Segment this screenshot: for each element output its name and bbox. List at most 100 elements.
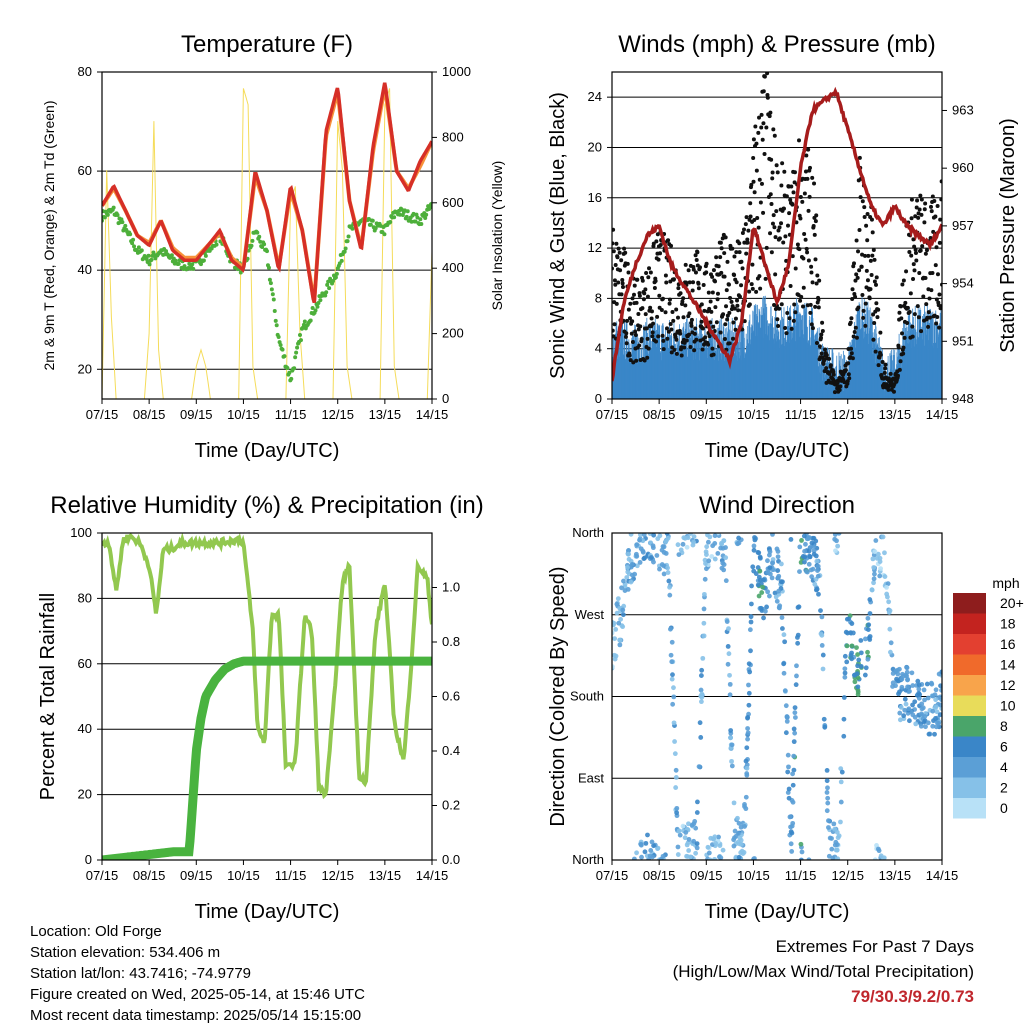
gust-point bbox=[872, 320, 877, 325]
direction-point bbox=[691, 539, 697, 545]
direction-point bbox=[772, 590, 778, 596]
gust-point bbox=[933, 263, 938, 268]
direction-point bbox=[761, 615, 766, 621]
gust-point bbox=[637, 343, 642, 348]
dewpoint-point bbox=[428, 205, 432, 210]
direction-point bbox=[939, 687, 942, 693]
gust-point bbox=[912, 312, 917, 317]
y-tick-label: South bbox=[570, 689, 604, 704]
x-axis-label: Time (Day/UTC) bbox=[705, 440, 850, 462]
direction-point bbox=[678, 547, 684, 553]
direction-point bbox=[669, 676, 675, 682]
direction-point bbox=[873, 538, 879, 543]
plot-frame bbox=[101, 532, 433, 861]
dewpoint-point bbox=[405, 209, 410, 214]
gust-point bbox=[843, 368, 848, 373]
gust-point bbox=[920, 244, 925, 249]
dewpoint-point bbox=[334, 271, 339, 276]
gust-point bbox=[793, 266, 798, 271]
dewpoint-point bbox=[413, 219, 418, 224]
direction-point bbox=[704, 552, 709, 557]
direction-point bbox=[841, 716, 847, 722]
direction-point bbox=[808, 567, 814, 573]
gust-point bbox=[911, 277, 916, 282]
gust-point bbox=[817, 344, 822, 349]
direction-point bbox=[882, 550, 887, 556]
gust-point bbox=[862, 205, 867, 210]
direction-point bbox=[717, 854, 722, 860]
direction-point bbox=[680, 823, 686, 829]
gust-point bbox=[935, 272, 940, 277]
direction-point bbox=[735, 815, 740, 821]
dewpoint-point bbox=[313, 308, 318, 313]
direction-point bbox=[934, 709, 940, 715]
direction-point bbox=[731, 843, 737, 849]
gust-point bbox=[926, 310, 931, 315]
x-tick-label: 14/15 bbox=[416, 868, 449, 883]
dewpoint-point bbox=[293, 355, 298, 360]
y-tick-label: 40 bbox=[78, 721, 92, 736]
gust-point bbox=[654, 239, 659, 244]
direction-point bbox=[793, 682, 799, 688]
direction-point bbox=[765, 569, 771, 575]
gust-point bbox=[686, 268, 691, 273]
gust-point bbox=[908, 291, 913, 296]
direction-point bbox=[910, 702, 915, 708]
direction-point bbox=[739, 848, 745, 854]
dewpoint-point bbox=[326, 279, 331, 284]
gust-point bbox=[850, 287, 855, 292]
gust-point bbox=[678, 331, 683, 336]
gust-point bbox=[616, 280, 621, 285]
gust-point bbox=[699, 302, 704, 307]
gust-point bbox=[742, 227, 746, 232]
dewpoint-point bbox=[272, 308, 277, 313]
gust-point bbox=[674, 307, 679, 312]
gust-point bbox=[656, 334, 661, 339]
gust-point bbox=[871, 337, 876, 342]
dewpoint-point bbox=[144, 256, 149, 261]
direction-point bbox=[716, 834, 721, 840]
gust-point bbox=[664, 280, 669, 285]
dewpoint-point bbox=[268, 281, 273, 286]
gust-point bbox=[616, 246, 621, 251]
direction-point bbox=[748, 614, 754, 620]
gust-point bbox=[643, 312, 648, 317]
dewpoint-point bbox=[280, 347, 285, 352]
gust-point bbox=[820, 320, 825, 325]
gust-point bbox=[865, 212, 870, 217]
direction-point bbox=[815, 563, 821, 569]
direction-point bbox=[871, 565, 877, 570]
gust-point bbox=[809, 270, 814, 275]
direction-point bbox=[863, 665, 869, 671]
gust-point bbox=[652, 286, 657, 291]
gust-point bbox=[718, 255, 723, 260]
gust-point bbox=[721, 312, 726, 317]
direction-point bbox=[788, 537, 794, 542]
direction-point bbox=[660, 853, 666, 859]
direction-point bbox=[872, 857, 878, 860]
direction-point bbox=[827, 835, 833, 841]
gust-point bbox=[935, 314, 940, 319]
direction-point bbox=[746, 702, 752, 708]
gust-point bbox=[860, 293, 865, 298]
gust-point bbox=[914, 258, 919, 263]
direction-point bbox=[902, 707, 908, 713]
gust-point bbox=[802, 232, 807, 237]
direction-point bbox=[834, 847, 840, 853]
gust-point bbox=[798, 298, 803, 303]
gust-point bbox=[642, 358, 647, 363]
gust-point bbox=[846, 372, 851, 377]
gust-point bbox=[777, 236, 782, 241]
gust-point bbox=[858, 195, 863, 200]
gust-point bbox=[691, 280, 696, 285]
gust-point bbox=[896, 345, 901, 350]
direction-point bbox=[673, 775, 679, 780]
gust-point bbox=[715, 297, 720, 302]
direction-point bbox=[715, 551, 721, 556]
gust-point bbox=[777, 306, 782, 311]
dewpoint-point bbox=[188, 266, 193, 271]
gust-point bbox=[687, 332, 691, 337]
dewpoint-point bbox=[249, 243, 254, 248]
gust-point bbox=[777, 225, 782, 230]
dewpoint-point bbox=[149, 257, 154, 262]
